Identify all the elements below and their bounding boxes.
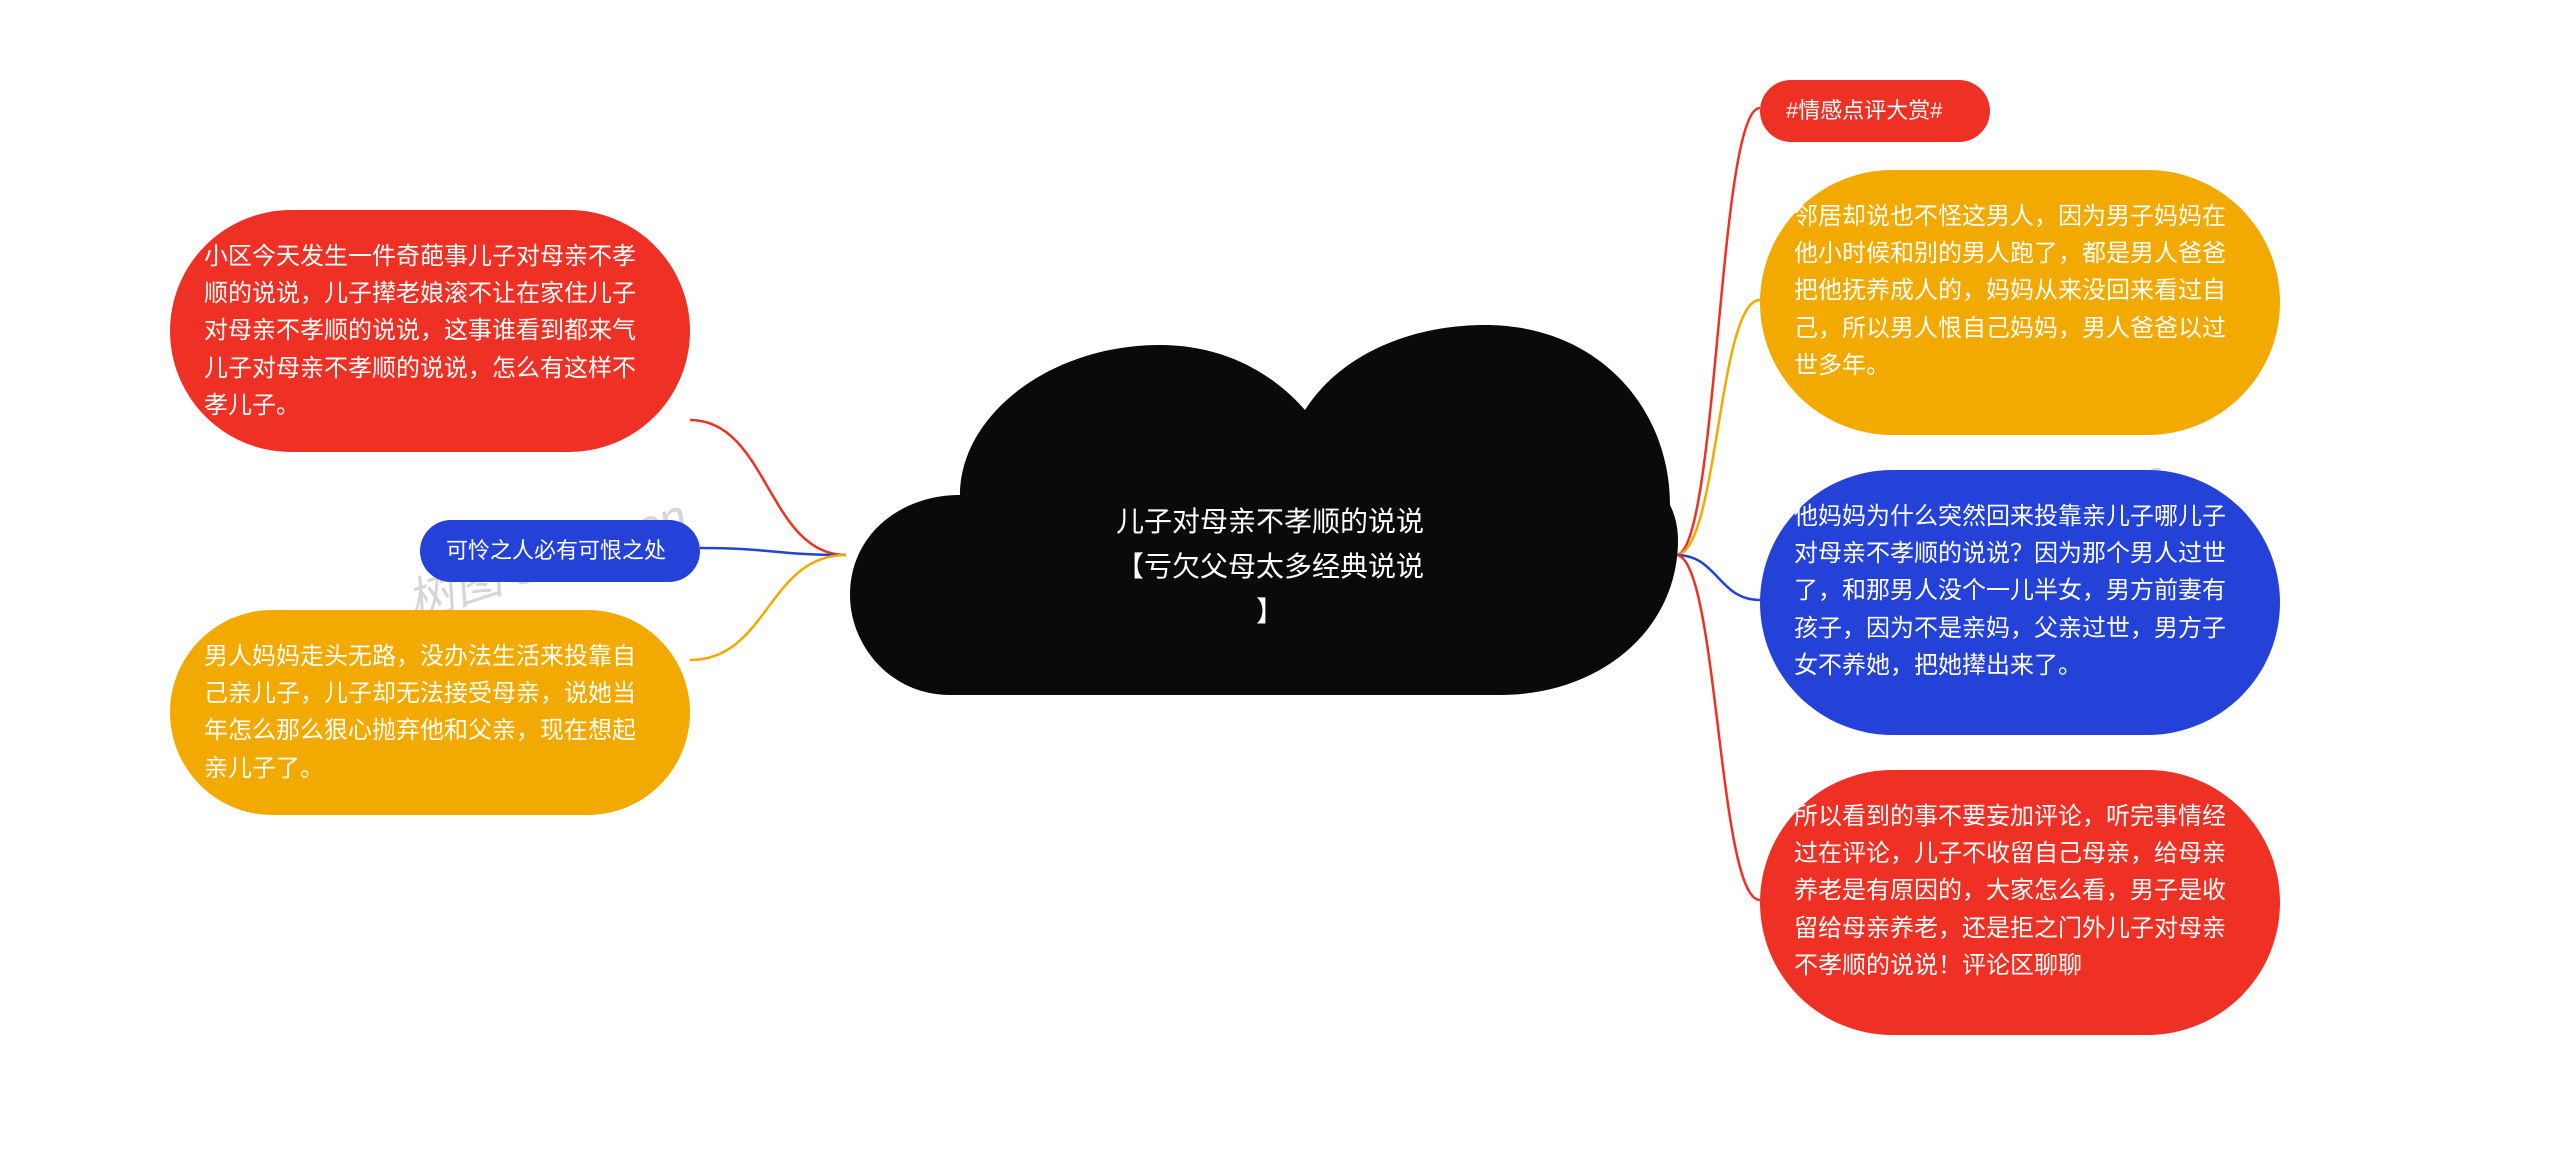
node-right-2: 邻居却说也不怪这男人，因为男子妈妈在他小时候和别的男人跑了，都是男人爸爸把他抚养… bbox=[1760, 170, 2280, 435]
center-title: 儿子对母亲不孝顺的说说【亏欠父母太多经典说说】 bbox=[1070, 500, 1470, 634]
node-left-1: 小区今天发生一件奇葩事儿子对母亲不孝顺的说说，儿子撵老娘滚不让在家住儿子对母亲不… bbox=[170, 210, 690, 452]
node-left-2: 可怜之人必有可恨之处 bbox=[420, 520, 700, 582]
node-right-4: 所以看到的事不要妄加评论，听完事情经过在评论，儿子不收留自己母亲，给母亲养老是有… bbox=[1760, 770, 2280, 1035]
node-left-3: 男人妈妈走头无路，没办法生活来投靠自己亲儿子，儿子却无法接受母亲，说她当年怎么那… bbox=[170, 610, 690, 815]
node-right-1: #情感点评大赏# bbox=[1760, 80, 1990, 142]
mindmap-canvas: 树图 shutu.cn 树图 shutu.cn 儿子对母亲不孝顺的说说【亏欠父母… bbox=[0, 0, 2560, 1169]
node-right-3: 他妈妈为什么突然回来投靠亲儿子哪儿子对母亲不孝顺的说说？因为那个男人过世了，和那… bbox=[1760, 470, 2280, 735]
